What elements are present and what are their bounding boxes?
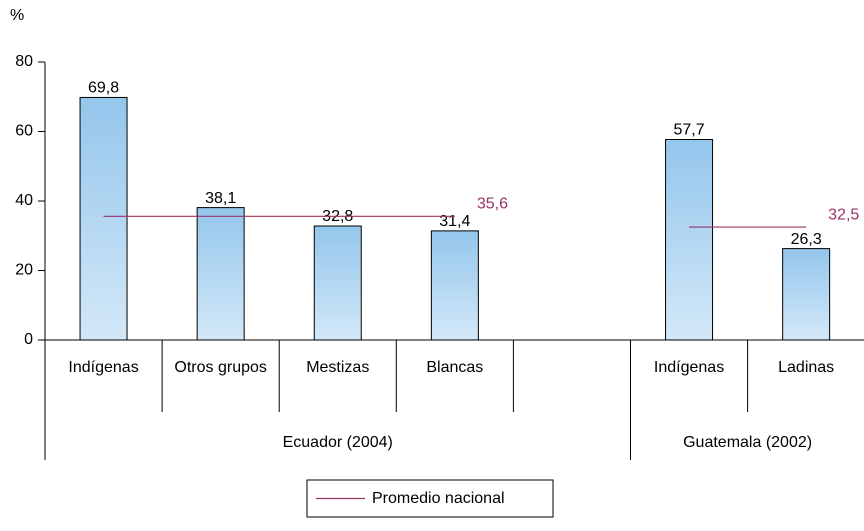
bar [196,207,245,341]
y-tick-label: 80 [15,53,33,70]
reference-label: 32,5 [828,206,859,223]
x-tick-label: Ladinas [778,359,834,376]
reference-label: 35,6 [477,196,508,213]
bar [782,248,831,341]
y-tick-label: 60 [15,123,33,140]
value-label: 26,3 [791,231,822,248]
value-label: 38,1 [205,190,236,207]
value-label: 31,4 [439,213,470,230]
value-label: 57,7 [673,122,704,139]
x-tick-label: Mestizas [306,359,369,376]
y-tick-label: 0 [24,331,33,348]
bar [430,230,479,341]
group-label: Guatemala (2002) [683,434,812,451]
y-tick-label: 40 [15,192,33,209]
x-tick-label: Blancas [426,359,483,376]
group-label: Ecuador (2004) [283,434,393,451]
bar [665,138,714,341]
x-tick-label: Indígenas [68,359,138,376]
value-label: 69,8 [88,80,119,97]
y-axis-label: % [10,7,24,24]
bar [313,225,362,341]
legend-label: Promedio nacional [372,490,505,507]
bar [79,96,128,341]
x-tick-label: Indígenas [654,359,724,376]
x-tick-label: Otros grupos [174,359,266,376]
y-tick-label: 20 [15,262,33,279]
